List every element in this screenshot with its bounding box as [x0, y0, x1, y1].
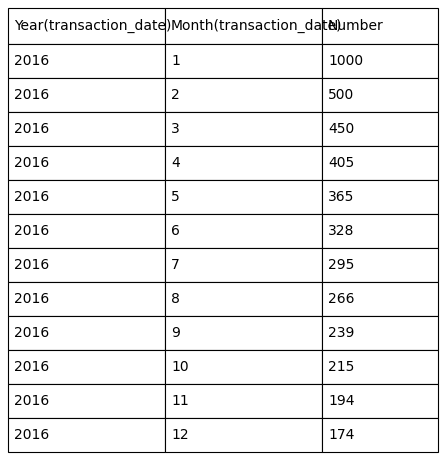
Bar: [8, 214, 165, 248]
Bar: [8, 384, 165, 418]
Text: 239: 239: [328, 326, 354, 340]
Bar: [322, 146, 438, 180]
Bar: [165, 214, 322, 248]
Bar: [322, 316, 438, 350]
Text: 1: 1: [171, 54, 180, 68]
Text: Month(transaction_date): Month(transaction_date): [171, 19, 342, 33]
Bar: [322, 282, 438, 316]
Text: 12: 12: [171, 428, 189, 442]
Text: 194: 194: [328, 394, 355, 408]
Bar: [322, 350, 438, 384]
Text: 2016: 2016: [14, 428, 49, 442]
Bar: [322, 214, 438, 248]
Bar: [165, 180, 322, 214]
Text: 2016: 2016: [14, 224, 49, 238]
Text: 2016: 2016: [14, 54, 49, 68]
Bar: [8, 418, 165, 452]
Bar: [8, 180, 165, 214]
Text: 328: 328: [328, 224, 354, 238]
Bar: [8, 282, 165, 316]
Text: Year(transaction_date): Year(transaction_date): [14, 19, 171, 33]
Bar: [322, 8, 438, 44]
Text: 10: 10: [171, 360, 189, 374]
Text: 174: 174: [328, 428, 354, 442]
Text: 2016: 2016: [14, 190, 49, 204]
Bar: [165, 78, 322, 112]
Text: 2016: 2016: [14, 326, 49, 340]
Bar: [165, 418, 322, 452]
Text: 1000: 1000: [328, 54, 363, 68]
Text: Number: Number: [328, 19, 384, 33]
Text: 9: 9: [171, 326, 180, 340]
Bar: [165, 146, 322, 180]
Bar: [322, 78, 438, 112]
Bar: [8, 316, 165, 350]
Bar: [8, 350, 165, 384]
Text: 215: 215: [328, 360, 354, 374]
Text: 450: 450: [328, 122, 354, 136]
Bar: [322, 44, 438, 78]
Text: 405: 405: [328, 156, 354, 170]
Bar: [8, 8, 165, 44]
Bar: [165, 44, 322, 78]
Bar: [165, 112, 322, 146]
Bar: [165, 8, 322, 44]
Text: 2016: 2016: [14, 360, 49, 374]
Text: 2: 2: [171, 88, 180, 102]
Text: 8: 8: [171, 292, 180, 306]
Text: 295: 295: [328, 258, 354, 272]
Text: 266: 266: [328, 292, 355, 306]
Text: 3: 3: [171, 122, 180, 136]
Bar: [322, 180, 438, 214]
Bar: [8, 248, 165, 282]
Bar: [165, 384, 322, 418]
Text: 2016: 2016: [14, 394, 49, 408]
Bar: [322, 418, 438, 452]
Text: 2016: 2016: [14, 156, 49, 170]
Text: 2016: 2016: [14, 122, 49, 136]
Text: 2016: 2016: [14, 258, 49, 272]
Text: 6: 6: [171, 224, 180, 238]
Bar: [165, 316, 322, 350]
Bar: [8, 146, 165, 180]
Text: 7: 7: [171, 258, 180, 272]
Text: 500: 500: [328, 88, 354, 102]
Bar: [8, 112, 165, 146]
Bar: [8, 78, 165, 112]
Bar: [322, 384, 438, 418]
Bar: [8, 44, 165, 78]
Text: 4: 4: [171, 156, 180, 170]
Bar: [322, 112, 438, 146]
Text: 365: 365: [328, 190, 354, 204]
Text: 2016: 2016: [14, 88, 49, 102]
Bar: [165, 350, 322, 384]
Text: 5: 5: [171, 190, 180, 204]
Text: 2016: 2016: [14, 292, 49, 306]
Text: 11: 11: [171, 394, 189, 408]
Bar: [322, 248, 438, 282]
Bar: [165, 248, 322, 282]
Bar: [165, 282, 322, 316]
